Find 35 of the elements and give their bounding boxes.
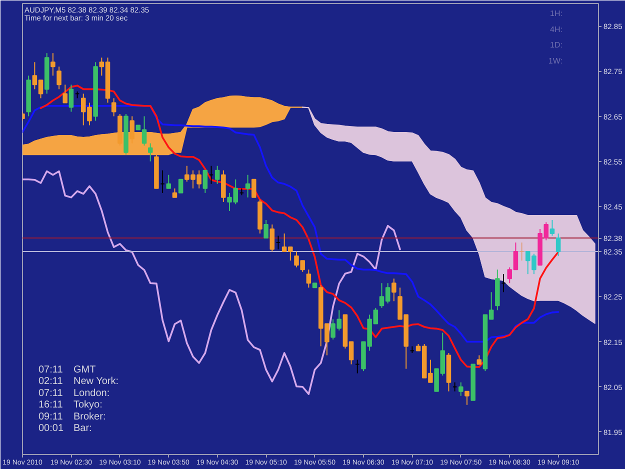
- candlestick: [172, 188, 178, 198]
- candlestick: [464, 390, 470, 406]
- annotation: 02:11 New York:: [38, 376, 119, 388]
- candlestick: [50, 52, 56, 76]
- candlestick: [550, 219, 555, 236]
- candlestick: [148, 142, 153, 162]
- annotation: 09:11 Broker:: [38, 411, 106, 422]
- candlestick: [111, 98, 116, 117]
- candlestick: [264, 219, 268, 239]
- candlestick: [251, 178, 256, 198]
- candlestick: [178, 178, 184, 194]
- candlestick: [62, 84, 68, 104]
- candlestick: [68, 84, 74, 112]
- annotation: 00:01 Bar:: [38, 423, 92, 434]
- candlestick: [130, 116, 134, 144]
- candlestick: [458, 382, 464, 396]
- annotation: 16:11 Tokyo:: [38, 400, 102, 411]
- candlestick: [214, 165, 220, 184]
- candlestick: [221, 170, 226, 202]
- candlestick: [202, 170, 208, 194]
- candlestick: [56, 66, 62, 90]
- candlestick: [556, 233, 561, 257]
- candlestick: [306, 269, 312, 288]
- candlestick: [270, 224, 275, 252]
- annotation: 1H:: [550, 9, 563, 18]
- candlestick: [245, 174, 250, 198]
- line-series: [22, 170, 401, 395]
- annotation: 07:11 GMT: [38, 364, 96, 376]
- candlestick: [166, 174, 172, 189]
- annotation: 07:11 London:: [38, 388, 110, 399]
- annotation: 1W:: [548, 56, 562, 66]
- candlestick: [392, 278, 396, 302]
- annotation: 1D:: [550, 40, 563, 50]
- annotation: 4H:: [550, 24, 563, 34]
- candlestick: [476, 354, 482, 365]
